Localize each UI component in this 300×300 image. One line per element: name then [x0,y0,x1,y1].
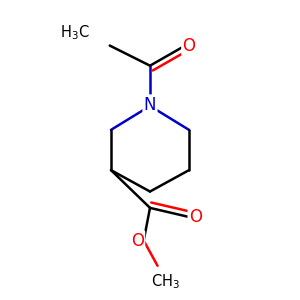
Text: CH$_3$: CH$_3$ [151,273,180,292]
Text: O: O [182,37,196,55]
Text: N: N [144,96,156,114]
Text: H$_3$C: H$_3$C [60,24,89,42]
Text: O: O [189,208,202,226]
Text: O: O [131,232,144,250]
